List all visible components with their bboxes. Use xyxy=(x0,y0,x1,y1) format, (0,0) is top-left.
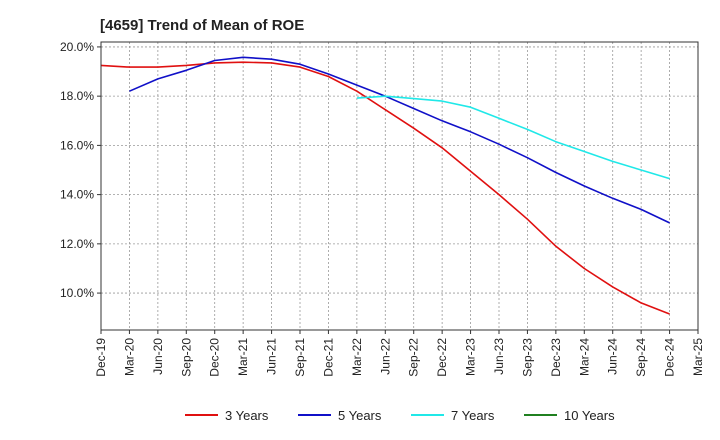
x-axis-ticks: Dec-19 Mar-20 Jun-20 Sep-20 Dec-20 Mar-21 Jun-… xyxy=(94,330,705,377)
x-tick-label: Dec-23 xyxy=(549,338,563,377)
x-tick-label: Jun-23 xyxy=(492,338,506,375)
x-tick-label: Sep-22 xyxy=(407,338,421,377)
x-tick-label: Dec-20 xyxy=(208,338,222,377)
x-tick-label: Sep-21 xyxy=(293,338,307,377)
x-tick-label: Dec-22 xyxy=(435,338,449,377)
legend-label-7-years: 7 Years xyxy=(451,408,495,423)
x-tick-label: Sep-23 xyxy=(520,338,534,377)
grid xyxy=(101,42,698,330)
x-tick-label: Mar-22 xyxy=(350,338,364,376)
series-line-5-years xyxy=(129,56,670,224)
legend: 3 Years 5 Years 7 Years 10 Years xyxy=(185,408,615,423)
x-tick-label: Dec-21 xyxy=(321,338,335,377)
x-tick-label: Jun-21 xyxy=(265,338,279,375)
x-tick-label: Dec-24 xyxy=(663,338,677,377)
plot-area xyxy=(100,41,699,331)
series-lines xyxy=(100,56,670,315)
x-tick-label: Mar-24 xyxy=(577,338,591,376)
x-tick-label: Mar-25 xyxy=(691,338,705,376)
y-tick-label: 16.0% xyxy=(60,138,94,152)
y-tick-label: 14.0% xyxy=(60,188,94,202)
legend-label-3-years: 3 Years xyxy=(225,408,269,423)
x-tick-label: Jun-22 xyxy=(378,338,392,375)
x-tick-label: Sep-24 xyxy=(634,338,648,377)
x-tick-label: Jun-20 xyxy=(151,338,165,375)
series-line-3-years xyxy=(100,61,670,315)
y-tick-label: 18.0% xyxy=(60,89,94,103)
x-tick-label: Jun-24 xyxy=(606,338,620,375)
x-tick-label: Mar-23 xyxy=(464,338,478,376)
y-tick-label: 12.0% xyxy=(60,237,94,251)
x-tick-label: Dec-19 xyxy=(94,338,108,377)
y-tick-label: 20.0% xyxy=(60,40,94,54)
chart-title: [4659] Trend of Mean of ROE xyxy=(100,17,304,34)
x-tick-label: Mar-21 xyxy=(236,338,250,376)
legend-label-10-years: 10 Years xyxy=(564,408,615,423)
x-tick-label: Sep-20 xyxy=(179,338,193,377)
y-axis-ticks: 10.0% 12.0% 14.0% 16.0% 18.0% 20.0% xyxy=(60,40,101,300)
x-tick-label: Mar-20 xyxy=(122,338,136,376)
legend-label-5-years: 5 Years xyxy=(338,408,382,423)
series-line-7-years xyxy=(356,95,670,180)
y-tick-label: 10.0% xyxy=(60,286,94,300)
